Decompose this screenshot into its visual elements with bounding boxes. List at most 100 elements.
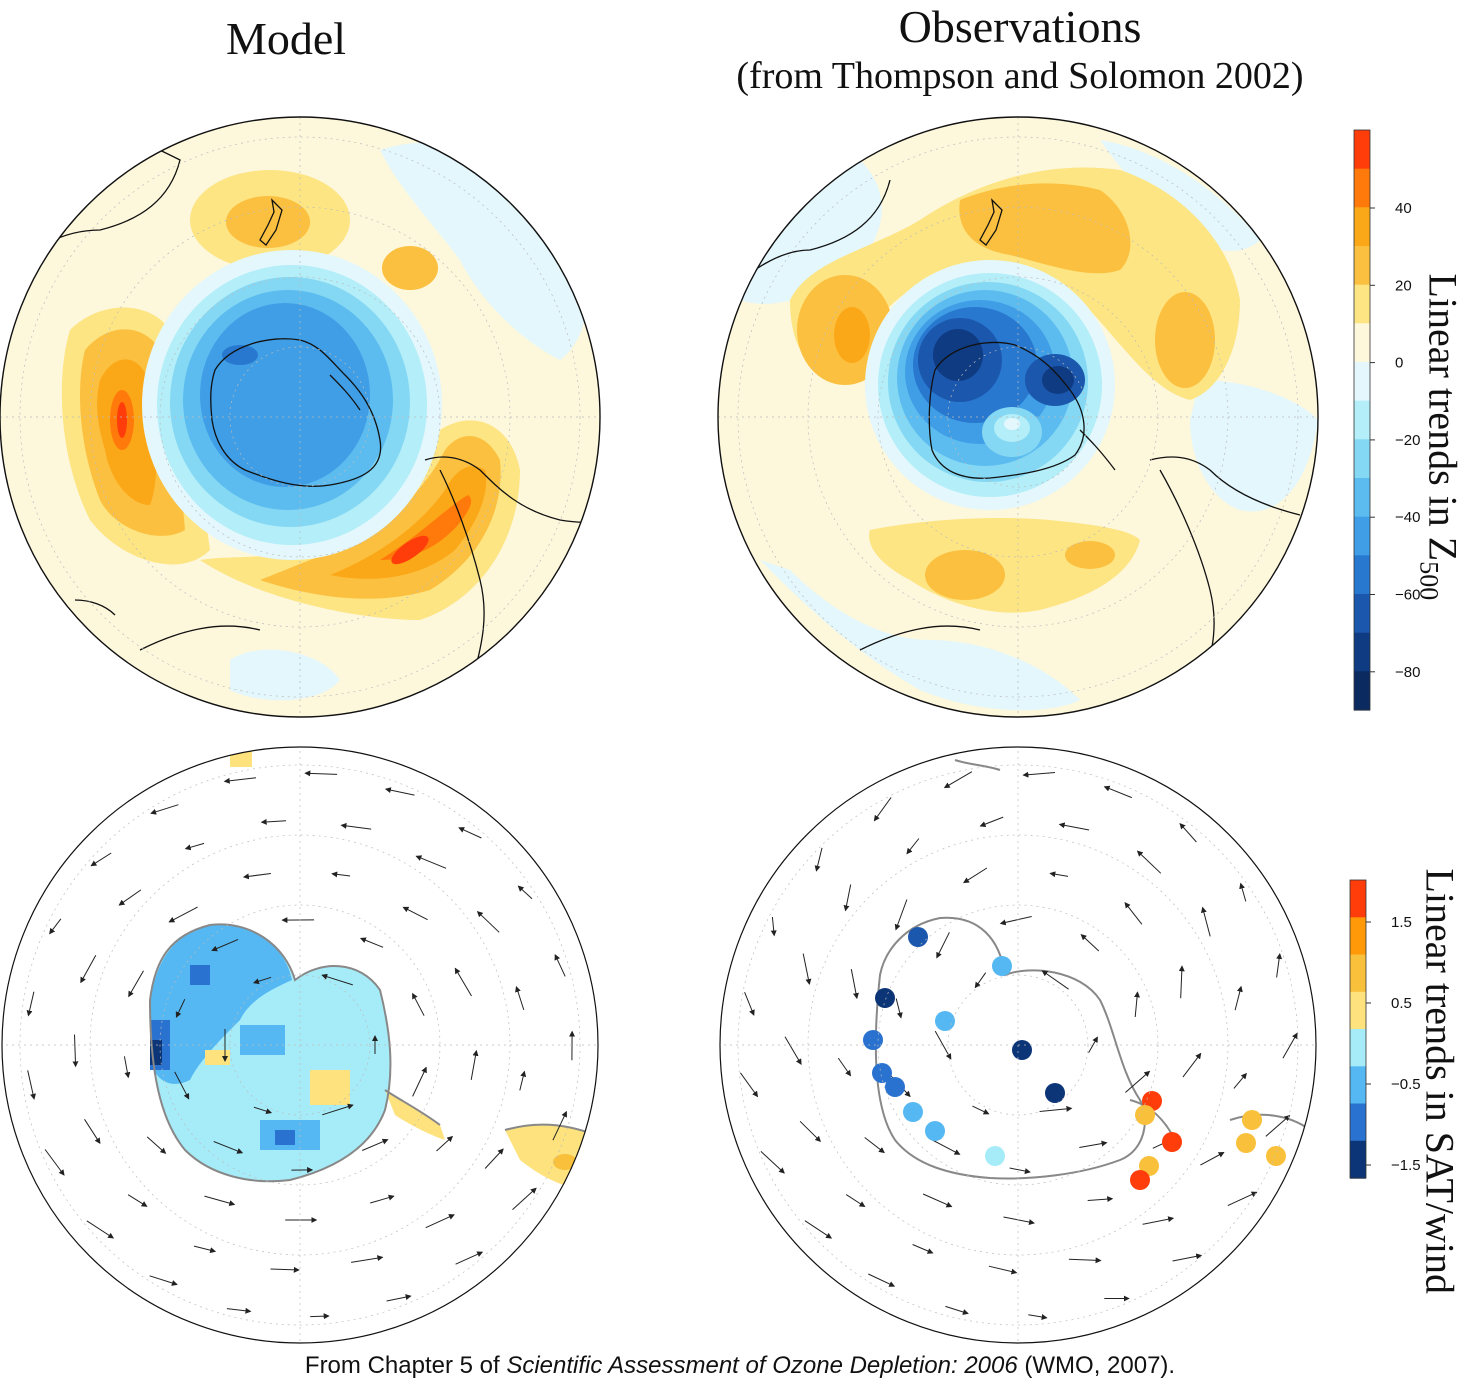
br-wind-arrows [739, 771, 1298, 1320]
tr-warm-south-2 [925, 550, 1005, 600]
tr-cool-ring-7b [1042, 366, 1074, 394]
wind-arrow [1282, 1032, 1298, 1059]
tl-cool-ring-4 [200, 303, 370, 487]
tl-graticule [0, 117, 600, 717]
wind-arrow [150, 804, 179, 815]
wind-arrow [945, 1305, 969, 1315]
z500-colorbar-swatch [1354, 207, 1370, 247]
tl-warm-small [382, 246, 438, 290]
wind-arrow [175, 998, 186, 1018]
wind-arrow [484, 1148, 504, 1169]
wind-arrow [146, 1136, 167, 1154]
wind-arrow [455, 1251, 484, 1265]
br-border [719, 746, 1317, 1344]
wind-arrow [974, 972, 987, 989]
sat-colorbar-swatch [1350, 991, 1366, 1030]
caption-prefix: From Chapter 5 of [304, 1352, 507, 1379]
z500-colorbar-tick-label: 0 [1395, 355, 1403, 372]
wind-arrow [922, 1193, 953, 1208]
wind-arrow [340, 822, 372, 830]
station-dot [925, 1121, 945, 1141]
caption-italic: Scientific Assessment of Ozone Depletion… [506, 1352, 1018, 1379]
wind-arrow [814, 847, 823, 872]
wind-arrow [193, 1245, 217, 1254]
wind-arrow [86, 1220, 115, 1239]
wind-arrow [845, 1194, 866, 1208]
wind-arrow [415, 855, 447, 869]
wind-arrow [359, 937, 384, 948]
wind-arrow [310, 1313, 330, 1320]
sat-colorbar-tick-label: −1.5 [1391, 1157, 1421, 1174]
wind-arrow [1179, 822, 1197, 843]
wind-arrow [1103, 785, 1132, 799]
wind-arrow [1200, 906, 1211, 937]
z500-colorbar-tick-label: −40 [1395, 509, 1420, 526]
wind-arrow [932, 1139, 961, 1155]
tr-warm-east [1155, 292, 1215, 388]
wind-arrow [1079, 1140, 1108, 1148]
sat-colorbar-swatch [1350, 1066, 1366, 1105]
wind-arrow [760, 1151, 785, 1174]
wind-arrow [1233, 1072, 1247, 1089]
z500-colorbar-swatch [1354, 400, 1370, 440]
bl-samerica-warm [553, 1154, 577, 1170]
z500-colorbar-swatch [1354, 362, 1370, 402]
z500-colorbar-swatch [1354, 130, 1370, 170]
wind-arrow [1276, 953, 1283, 978]
wind-arrow [1049, 871, 1069, 878]
sat-colorbar-tick-label: 0.5 [1391, 995, 1412, 1012]
wind-arrow [26, 991, 35, 1017]
wind-arrow [386, 1294, 412, 1302]
station-dot [1236, 1133, 1256, 1153]
bl-block-6 [275, 1130, 295, 1145]
wind-arrow [370, 1194, 395, 1204]
bl-block-3 [190, 965, 210, 985]
wind-arrow [843, 884, 852, 912]
z500-colorbar-tick-label: 20 [1395, 277, 1412, 294]
wind-arrow [127, 1194, 148, 1207]
model-sat-wind-map [1, 746, 599, 1344]
wind-arrow [425, 1214, 455, 1229]
wind-arrow [1200, 1152, 1225, 1166]
wind-arrow [963, 867, 988, 884]
wind-arrow [979, 816, 1004, 827]
wind-arrow [936, 932, 950, 959]
tr-border [717, 116, 1319, 718]
wind-arrow [322, 1103, 354, 1116]
wind-arrow [1239, 882, 1247, 902]
bl-top-island [230, 747, 252, 767]
wind-arrow [1134, 991, 1141, 1018]
z500-colorbar-swatch [1354, 246, 1370, 286]
z500-colorbar-swatch [1354, 671, 1370, 711]
z500-colorbar-tick-label: −20 [1395, 432, 1420, 449]
wind-arrow [476, 911, 500, 933]
bl-block-8 [310, 1070, 350, 1105]
z500-colorbar-tick-label: −60 [1395, 587, 1420, 604]
z500-colorbar-swatch [1354, 516, 1370, 556]
wind-arrow [184, 842, 205, 851]
wind-arrow [384, 787, 415, 796]
wind-arrow [988, 1265, 1018, 1275]
wind-arrow [470, 1049, 479, 1080]
wind-arrow [739, 1072, 759, 1098]
wind-arrow [49, 918, 62, 935]
sat-colorbar-swatch [1350, 954, 1366, 993]
wind-arrow [554, 953, 566, 977]
wind-arrow [1087, 1196, 1114, 1203]
wind-arrow [204, 1195, 236, 1207]
wind-arrow [837, 1057, 852, 1077]
wind-arrow [1058, 822, 1090, 831]
wind-arrow [1227, 1191, 1258, 1207]
wind-arrow [972, 1105, 990, 1115]
wind-arrow [223, 777, 257, 784]
br-stations [863, 927, 1286, 1190]
sat-colorbar: 1.5 0.5 −0.5 −1.5 [1349, 879, 1421, 1179]
station-dot [903, 1102, 923, 1122]
z500-colorbar-frame [1353, 129, 1371, 711]
wind-arrow [149, 1275, 178, 1286]
wind-arrow [321, 973, 353, 986]
wind-arrow [906, 838, 920, 855]
tr-cool-inner-3 [1004, 418, 1020, 430]
bl-antarctica-blue [150, 924, 292, 1084]
wind-arrow [873, 797, 892, 822]
